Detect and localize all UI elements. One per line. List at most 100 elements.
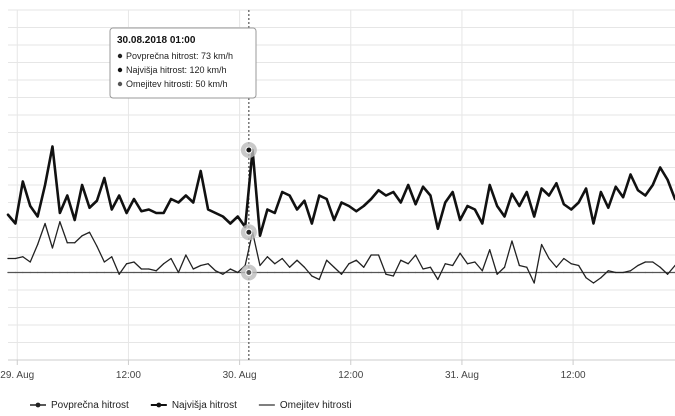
data-point-limit (222, 271, 224, 274)
tooltip-row-limit: Omejitev hitrosti: 50 km/h (126, 79, 228, 89)
data-point-limit (96, 271, 98, 274)
data-point-avg (615, 271, 617, 274)
data-point-avg (103, 261, 105, 263)
x-tick-label: 12:00 (116, 370, 141, 381)
data-point-avg (185, 254, 187, 256)
data-point-avg (511, 240, 513, 242)
data-point-limit (192, 271, 194, 274)
series-points-avg (7, 221, 675, 284)
data-point-max (511, 193, 513, 195)
data-point-max (207, 208, 209, 211)
tooltip-bullet-avg (117, 53, 123, 59)
data-point-limit (333, 271, 335, 274)
data-point-avg (548, 257, 550, 260)
data-point-avg (377, 254, 380, 256)
data-point-avg (407, 263, 409, 265)
data-point-limit (400, 271, 402, 274)
legend-label-limit: Omejitev hitrosti (280, 400, 352, 411)
data-point-max (355, 210, 357, 212)
data-point-max (622, 196, 624, 198)
data-point-avg (192, 268, 194, 270)
data-point-limit (266, 271, 268, 274)
tooltip-rows: Povprečna hitrost: 73 km/h Najvišja hitro… (117, 51, 233, 89)
data-point-limit (644, 271, 646, 274)
data-point-max (533, 215, 535, 218)
data-point-limit (666, 271, 669, 274)
data-point-max (281, 191, 283, 193)
data-point-max (503, 215, 506, 218)
data-point-max (429, 194, 432, 197)
series-layer[interactable] (6, 145, 675, 284)
data-point-limit (415, 271, 417, 274)
data-point-avg (600, 277, 602, 279)
data-point-max (340, 201, 343, 204)
data-point-limit (563, 271, 565, 274)
data-point-avg (659, 266, 661, 268)
data-point-max (422, 186, 424, 188)
data-point-max (96, 200, 98, 202)
data-point-limit (518, 271, 520, 274)
data-point-max (496, 205, 498, 207)
data-point-limit (44, 271, 46, 274)
data-point-avg (570, 263, 572, 265)
data-point-avg (140, 268, 142, 270)
data-point-avg (592, 282, 595, 284)
tooltip-bullet-max (117, 67, 123, 73)
data-point-limit (326, 271, 328, 274)
legend-item-max: Najvišja hitrost (150, 400, 237, 411)
data-point-max (81, 184, 83, 186)
data-point-limit (541, 271, 543, 274)
data-point-avg (637, 264, 639, 267)
data-point-avg (207, 263, 209, 265)
data-point-max (563, 203, 565, 205)
data-point-avg (96, 245, 98, 247)
data-point-avg (14, 257, 17, 260)
data-point-limit (281, 271, 283, 274)
grid-layer (8, 9, 675, 361)
data-point-limit (303, 271, 306, 274)
x-tick-label: 29. Aug (0, 370, 34, 381)
data-point-avg (118, 273, 120, 275)
data-point-max (444, 201, 446, 204)
data-point-max (555, 182, 558, 184)
data-point-avg (622, 271, 624, 274)
data-point-limit (318, 271, 320, 274)
data-point-limit (348, 271, 350, 274)
data-point-max (466, 205, 469, 207)
tooltip-bullet-limit (117, 81, 123, 87)
data-point-max (348, 205, 350, 207)
data-point-max (222, 215, 224, 218)
data-point-max (148, 208, 150, 211)
data-point-avg (644, 261, 646, 263)
data-point-limit (548, 271, 550, 274)
data-point-avg (422, 268, 424, 270)
data-point-avg (88, 231, 91, 233)
hover-marker-limit (245, 269, 253, 276)
legend-label-avg: Povprečna hitrost (51, 400, 129, 411)
data-point-avg (400, 259, 402, 261)
data-point-limit (200, 271, 202, 274)
data-point-limit (511, 271, 513, 274)
data-point-max (289, 194, 291, 197)
data-point-avg (518, 264, 520, 267)
data-point-limit (81, 271, 83, 274)
data-point-limit (429, 271, 432, 274)
data-point-avg (222, 273, 224, 275)
data-point-avg (474, 261, 476, 263)
data-point-limit (289, 271, 291, 274)
data-point-max (652, 184, 654, 186)
data-point-max (37, 215, 39, 218)
tooltip-title: 30.08.2018 01:00 (117, 35, 196, 46)
data-point-limit (592, 271, 595, 274)
legend: Povprečna hitrost Najvišja hitrost Omejite… (30, 400, 352, 411)
data-point-avg (348, 263, 350, 265)
data-point-avg (59, 221, 61, 223)
data-point-avg (177, 271, 180, 274)
data-point-avg (326, 259, 328, 261)
data-point-avg (318, 278, 320, 281)
data-point-avg (259, 264, 261, 267)
data-point-max (489, 184, 491, 186)
data-point-max (607, 207, 609, 209)
data-point-avg (163, 263, 165, 265)
data-point-max (7, 214, 9, 216)
